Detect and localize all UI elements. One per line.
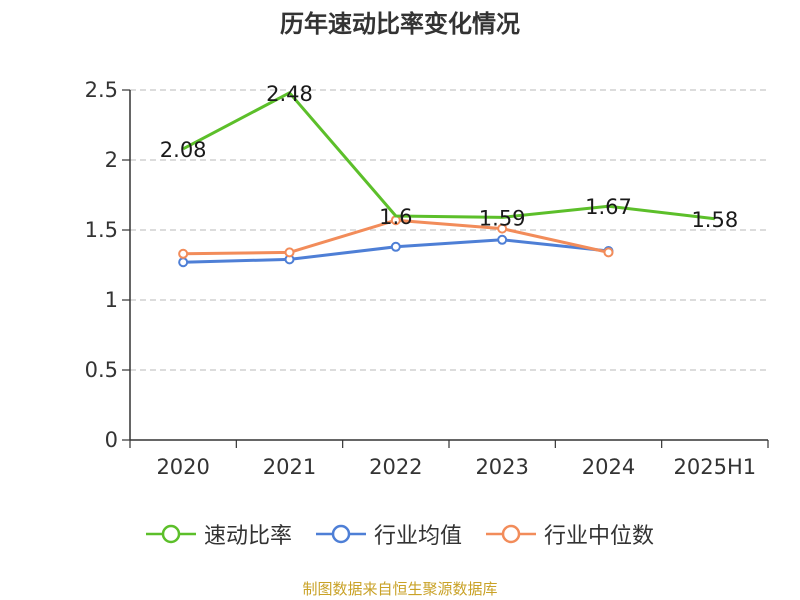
series-point	[497, 223, 508, 234]
legend-item-quick-ratio[interactable]: 速动比率	[145, 518, 292, 550]
x-tick-label: 2022	[369, 455, 422, 479]
data-label: 2.08	[160, 138, 207, 162]
legend-label: 速动比率	[203, 524, 292, 549]
y-tick-label: 1	[105, 288, 118, 312]
series-point	[497, 234, 508, 245]
legend-swatch-quick-ratio	[145, 524, 196, 544]
data-label: 1.6	[379, 205, 412, 229]
legend-swatch-industry-mean	[315, 524, 366, 544]
line-chart: 0 0.5 1 1.5 2 2.5 2020 2021 2022 2023 2024 2025H1 2…	[85, 78, 769, 479]
legend-item-industry-median[interactable]: 行业中位数	[486, 518, 654, 550]
series-point	[603, 247, 614, 258]
x-tick-label: 2020	[156, 455, 209, 479]
legend-swatch-industry-median	[486, 524, 536, 544]
y-tick-label: 2	[105, 148, 118, 172]
series-line	[182, 91, 716, 221]
series-point	[284, 247, 295, 258]
legend: 速动比率 行业均值 行业中位数	[0, 518, 800, 550]
y-tick-label: 0	[105, 428, 118, 452]
data-label: 1.59	[479, 206, 526, 230]
data-source: 制图数据来自恒生聚源数据库	[302, 580, 498, 598]
data-label: 1.67	[585, 195, 632, 219]
data-labels: 2.08 2.48 1.6 1.59 1.67 1.58	[160, 82, 738, 232]
chart-title: 历年速动比率变化情况	[280, 10, 520, 38]
y-tick-label: 0.5	[85, 358, 118, 382]
x-tick-label: 2024	[582, 455, 635, 479]
series-point	[390, 241, 401, 252]
series-group	[178, 91, 716, 268]
x-tick-label: 2025H1	[674, 455, 757, 479]
x-tick-label: 2021	[263, 455, 316, 479]
y-tick-label: 1.5	[85, 218, 118, 242]
legend-label: 行业中位数	[544, 524, 655, 549]
legend-item-industry-mean[interactable]: 行业均值	[315, 518, 462, 550]
data-label: 1.58	[691, 208, 738, 232]
axes: 0 0.5 1 1.5 2 2.5 2020 2021 2022 2023 2024 2025H1	[85, 78, 769, 479]
x-tick-label: 2023	[475, 455, 528, 479]
y-tick-label: 2.5	[85, 78, 118, 102]
data-label: 2.48	[266, 82, 313, 106]
series-point	[178, 248, 189, 259]
series-point	[178, 257, 189, 268]
grid-lines	[130, 89, 768, 371]
legend-label: 行业均值	[373, 524, 462, 549]
